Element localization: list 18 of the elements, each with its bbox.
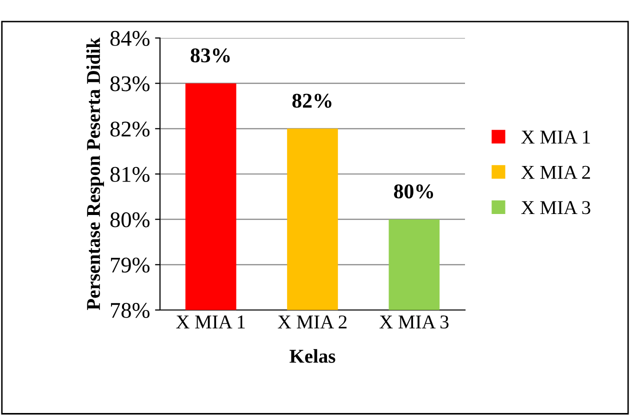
legend-label: X MIA 1 <box>521 130 590 144</box>
y-tick-label: 79% <box>111 258 150 273</box>
y-tick-label: 78% <box>111 302 150 318</box>
x-tick-label: X MIA 2 <box>278 315 347 328</box>
y-tick-label: 83% <box>110 76 150 92</box>
y-tick-label: 84% <box>110 30 150 46</box>
y-axis-title: Persentase Respon Peserta Didik <box>86 38 104 310</box>
x-tick-label: X MIA 1 <box>176 316 245 328</box>
data-label: 82% <box>292 94 332 108</box>
data-label: 80% <box>394 184 434 199</box>
data-label: 83% <box>190 48 230 63</box>
y-tick-label: 82% <box>110 122 150 137</box>
y-tick-label: 80% <box>110 212 150 228</box>
x-tick-label: X MIA 3 <box>379 315 449 329</box>
legend-label: X MIA 2 <box>521 166 590 179</box>
y-tick-label: 81% <box>110 166 150 182</box>
x-axis-title: Kelas <box>290 349 336 363</box>
legend-label: X MIA 3 <box>521 201 590 214</box>
